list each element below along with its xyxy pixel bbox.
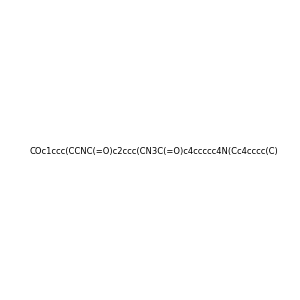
Text: COc1ccc(CCNC(=O)c2ccc(CN3C(=O)c4ccccc4N(Cc4cccc(C): COc1ccc(CCNC(=O)c2ccc(CN3C(=O)c4ccccc4N(… — [29, 147, 278, 156]
